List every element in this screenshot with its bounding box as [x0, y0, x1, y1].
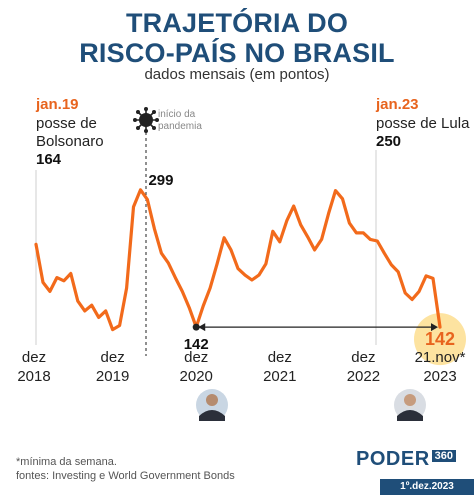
x-tick-year: 2022: [347, 368, 380, 385]
lula-date: jan.23: [376, 96, 419, 113]
logo-word: PODER: [356, 448, 430, 470]
x-tick-year: 2020: [180, 368, 213, 385]
sources: fontes: Investing e World Government Bon…: [16, 470, 235, 482]
peak-value-label: 299: [148, 172, 173, 189]
lula-avatar: [394, 389, 426, 421]
chart-title-line1: TRAJETÓRIA DO: [125, 8, 349, 38]
lula-value: 250: [376, 133, 402, 150]
virus-icon: [133, 107, 159, 133]
publication-date: 1º.dez.2023: [380, 479, 474, 495]
x-tick-year: 2021: [263, 368, 296, 385]
footnote: *mínima da semana.: [16, 456, 117, 468]
bolsonaro-date: jan.19: [36, 96, 79, 113]
bolsonaro-avatar: [196, 389, 228, 421]
chart-subtitle: dados mensais (em pontos): [144, 66, 330, 83]
x-tick-month: dez: [101, 349, 125, 366]
low-value-label: 142: [184, 336, 209, 353]
x-tick-month: 21.nov*: [415, 349, 466, 366]
x-tick-month: dez: [22, 349, 46, 366]
bolsonaro-value: 164: [36, 151, 62, 168]
logo-number: 360: [431, 449, 456, 462]
x-tick-year: 2019: [96, 368, 129, 385]
low-point-marker: [192, 323, 200, 331]
pandemic-label-2: pandemia: [158, 121, 202, 132]
risk-series-line: [34, 188, 442, 332]
latest-value-highlight: [414, 313, 466, 366]
x-tick-month: dez: [351, 349, 375, 366]
x-tick-year: 2023: [423, 368, 456, 385]
pandemic-label-1: início da: [158, 109, 196, 120]
arrowhead-left: [198, 323, 206, 332]
chart-title-line2: RISCO-PAÍS NO BRASIL: [79, 38, 395, 68]
bolsonaro-text-1: posse de: [36, 115, 97, 132]
latest-value-label: 142: [425, 329, 455, 349]
x-tick-month: dez: [268, 349, 292, 366]
arrowhead-right: [431, 323, 438, 332]
x-tick-year: 2018: [17, 368, 50, 385]
lula-text-1: posse de Lula: [376, 115, 470, 132]
poder360-logo: PODER 360: [356, 448, 456, 471]
bolsonaro-text-2: Bolsonaro: [36, 133, 104, 150]
x-tick-month: dez: [184, 349, 208, 366]
